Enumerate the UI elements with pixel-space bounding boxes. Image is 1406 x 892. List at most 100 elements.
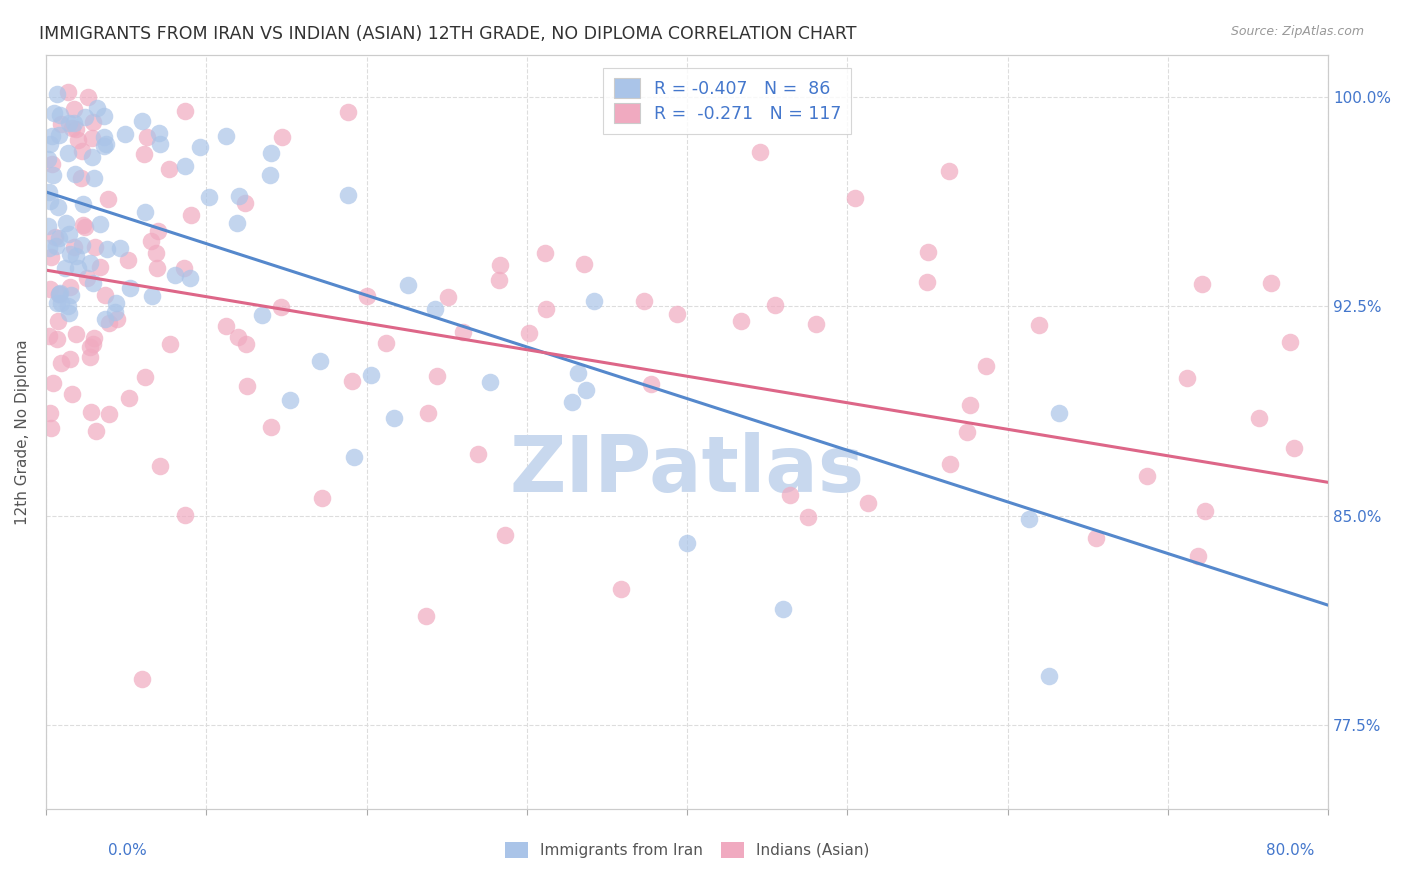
Point xyxy=(772,601,794,615)
Point xyxy=(149,136,172,151)
Point xyxy=(73,220,96,235)
Point xyxy=(41,128,63,143)
Point xyxy=(120,281,142,295)
Point xyxy=(915,275,938,289)
Point xyxy=(82,115,104,129)
Point xyxy=(38,241,60,255)
Point xyxy=(583,294,606,309)
Point xyxy=(1047,406,1070,420)
Point xyxy=(956,425,979,439)
Point xyxy=(146,260,169,275)
Point xyxy=(797,509,820,524)
Point xyxy=(640,377,662,392)
Point xyxy=(572,257,595,271)
Point xyxy=(174,508,197,522)
Point xyxy=(131,673,153,687)
Point xyxy=(437,290,460,304)
Point xyxy=(149,459,172,474)
Point xyxy=(426,369,449,384)
Point xyxy=(173,261,195,276)
Point xyxy=(89,260,111,275)
Point xyxy=(375,336,398,351)
Point xyxy=(132,147,155,161)
Point xyxy=(157,162,180,177)
Point xyxy=(939,457,962,471)
Point xyxy=(65,121,87,136)
Point xyxy=(135,129,157,144)
Text: IMMIGRANTS FROM IRAN VS INDIAN (ASIAN) 12TH GRADE, NO DIPLOMA CORRELATION CHART: IMMIGRANTS FROM IRAN VS INDIAN (ASIAN) 1… xyxy=(39,25,856,43)
Point xyxy=(76,90,98,104)
Point xyxy=(58,116,80,130)
Point xyxy=(104,295,127,310)
Legend: R = -0.407   N =  86, R =  -0.271   N = 117: R = -0.407 N = 86, R = -0.271 N = 117 xyxy=(603,68,852,134)
Point xyxy=(44,105,66,120)
Point xyxy=(108,241,131,255)
Point xyxy=(46,200,69,214)
Point xyxy=(82,150,104,164)
Point xyxy=(94,312,117,326)
Point xyxy=(41,157,63,171)
Point xyxy=(666,307,689,321)
Point xyxy=(517,326,540,341)
Point xyxy=(93,129,115,144)
Point xyxy=(173,103,195,118)
Point xyxy=(1194,503,1216,517)
Point xyxy=(250,308,273,322)
Point xyxy=(48,286,70,301)
Point xyxy=(959,398,981,412)
Point xyxy=(233,196,256,211)
Point xyxy=(1136,469,1159,483)
Point xyxy=(188,140,211,154)
Point xyxy=(86,101,108,115)
Point xyxy=(94,136,117,151)
Point xyxy=(479,375,502,389)
Point xyxy=(104,305,127,319)
Point xyxy=(938,164,960,178)
Point xyxy=(56,146,79,161)
Point xyxy=(59,352,82,367)
Point xyxy=(451,325,474,339)
Text: ZIPatlas: ZIPatlas xyxy=(509,432,865,508)
Point xyxy=(70,171,93,186)
Point xyxy=(70,237,93,252)
Point xyxy=(79,340,101,354)
Point xyxy=(49,108,72,122)
Point xyxy=(79,350,101,364)
Point xyxy=(198,190,221,204)
Point xyxy=(917,244,939,259)
Point xyxy=(93,109,115,123)
Text: 80.0%: 80.0% xyxy=(1267,843,1315,858)
Point xyxy=(163,268,186,282)
Point xyxy=(65,249,87,263)
Point xyxy=(98,316,121,330)
Point xyxy=(779,487,801,501)
Point xyxy=(37,152,59,166)
Point xyxy=(82,277,104,291)
Point xyxy=(382,411,405,425)
Point xyxy=(174,159,197,173)
Point xyxy=(37,219,59,234)
Point xyxy=(1191,277,1213,292)
Point xyxy=(60,120,83,135)
Point xyxy=(134,205,156,219)
Point xyxy=(534,302,557,317)
Point xyxy=(80,405,103,419)
Point xyxy=(415,608,437,623)
Point xyxy=(1260,276,1282,290)
Point xyxy=(575,384,598,398)
Point xyxy=(39,282,62,296)
Point xyxy=(58,280,80,294)
Point xyxy=(1249,410,1271,425)
Point xyxy=(467,447,489,461)
Point xyxy=(235,336,257,351)
Point xyxy=(63,116,86,130)
Point xyxy=(98,407,121,421)
Point xyxy=(56,85,79,99)
Point xyxy=(65,168,87,182)
Point xyxy=(534,245,557,260)
Point xyxy=(131,114,153,128)
Point xyxy=(39,194,62,208)
Point xyxy=(139,234,162,248)
Point xyxy=(51,117,73,131)
Point xyxy=(58,306,80,320)
